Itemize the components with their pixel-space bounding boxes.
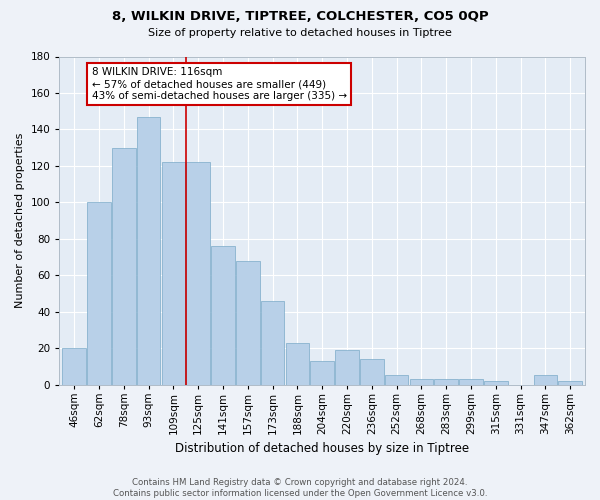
Text: Contains HM Land Registry data © Crown copyright and database right 2024.
Contai: Contains HM Land Registry data © Crown c…	[113, 478, 487, 498]
Bar	[559, 381, 582, 384]
Bar	[286, 342, 309, 384]
Bar	[410, 379, 433, 384]
Bar	[335, 350, 359, 384]
Bar	[161, 162, 185, 384]
Bar	[360, 359, 383, 384]
Bar	[87, 202, 111, 384]
Text: 8 WILKIN DRIVE: 116sqm
← 57% of detached houses are smaller (449)
43% of semi-de: 8 WILKIN DRIVE: 116sqm ← 57% of detached…	[92, 68, 347, 100]
Bar	[62, 348, 86, 385]
Text: 8, WILKIN DRIVE, TIPTREE, COLCHESTER, CO5 0QP: 8, WILKIN DRIVE, TIPTREE, COLCHESTER, CO…	[112, 10, 488, 23]
Bar	[261, 301, 284, 384]
Text: Size of property relative to detached houses in Tiptree: Size of property relative to detached ho…	[148, 28, 452, 38]
Y-axis label: Number of detached properties: Number of detached properties	[15, 133, 25, 308]
Bar	[236, 260, 260, 384]
Bar	[385, 376, 409, 384]
Bar	[310, 361, 334, 384]
Bar	[137, 116, 160, 384]
Bar	[533, 376, 557, 384]
Bar	[484, 381, 508, 384]
Bar	[112, 148, 136, 384]
X-axis label: Distribution of detached houses by size in Tiptree: Distribution of detached houses by size …	[175, 442, 469, 455]
Bar	[434, 379, 458, 384]
Bar	[211, 246, 235, 384]
Bar	[459, 379, 483, 384]
Bar	[187, 162, 210, 384]
